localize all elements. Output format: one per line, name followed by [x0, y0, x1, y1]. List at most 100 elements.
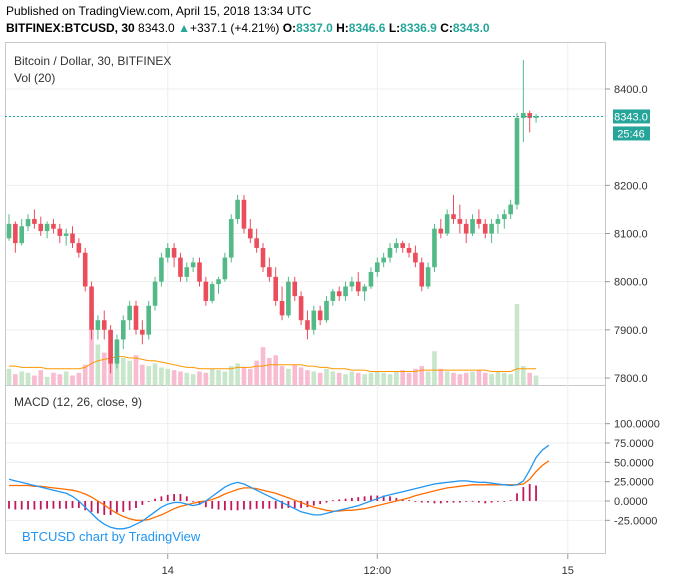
time-tick-label: 15 — [562, 565, 574, 577]
candle — [413, 245, 418, 268]
candle — [495, 214, 501, 234]
price-tick-label: 7900.0 — [614, 325, 648, 337]
histogram-bar — [306, 501, 309, 508]
volume-bar — [502, 372, 507, 385]
histogram-bar — [293, 501, 296, 508]
candle — [355, 272, 361, 297]
candle-body — [140, 329, 145, 335]
candle-body — [476, 219, 482, 224]
candle-body — [406, 247, 412, 253]
candle — [311, 305, 317, 335]
candle-body — [127, 305, 132, 321]
candle — [57, 223, 63, 244]
histogram-bar — [128, 501, 131, 511]
candle-body — [444, 214, 450, 234]
histogram-bar — [357, 497, 360, 501]
candle — [108, 325, 113, 374]
volume-bar — [127, 360, 132, 385]
candle-body — [514, 117, 520, 205]
volume-bar — [432, 351, 437, 385]
histogram-bar — [103, 501, 106, 515]
volume-bar — [489, 374, 494, 385]
histogram-bar — [503, 501, 506, 502]
candle-body — [298, 296, 304, 321]
candle-body — [521, 113, 526, 118]
histogram-bar — [363, 496, 366, 501]
volume-bar — [463, 372, 469, 385]
candle — [203, 276, 209, 306]
histogram-bar — [84, 501, 87, 511]
macd-tick-label: 50.0000 — [614, 457, 654, 469]
candle — [438, 219, 444, 239]
histogram-bar — [39, 501, 42, 510]
candle — [13, 221, 18, 253]
volume-bar — [241, 367, 247, 385]
candle-body — [203, 281, 209, 301]
volume-bar — [13, 374, 18, 385]
candle — [152, 276, 158, 311]
candle — [457, 204, 463, 234]
vertical-grid — [167, 43, 569, 553]
candle — [514, 113, 520, 210]
candle-body — [375, 262, 380, 273]
candle-body — [317, 310, 323, 321]
candle — [32, 209, 37, 229]
volume-bar — [343, 374, 348, 385]
candle — [241, 194, 247, 234]
candle-body — [197, 262, 202, 282]
histogram-bar — [338, 499, 341, 501]
histogram-bar — [217, 501, 220, 510]
macd-histogram — [8, 483, 537, 515]
candle-body — [273, 276, 278, 301]
candle — [362, 284, 367, 301]
volume-bar — [171, 370, 177, 385]
histogram-bar — [452, 501, 455, 503]
candle — [317, 305, 323, 326]
volume-bar — [336, 372, 342, 385]
volume-bar — [51, 372, 56, 385]
volume-bar — [425, 371, 431, 385]
candle-body — [324, 300, 329, 321]
histogram-bar — [230, 501, 233, 511]
histogram-bar — [211, 501, 214, 509]
price-tick-label: 8000.0 — [614, 277, 648, 289]
volume-bar — [508, 374, 513, 385]
candle — [140, 320, 145, 345]
candle-body — [63, 233, 69, 236]
histogram-bar — [198, 501, 201, 505]
candle-body — [508, 204, 513, 215]
candle — [279, 286, 285, 321]
candle — [82, 247, 88, 292]
candle — [127, 300, 132, 330]
price-tick-label: 8200.0 — [614, 180, 648, 192]
symbol-quote-line: BITFINEX:BTCUSD, 30 8343.0 ▲+337.1 (+4.2… — [6, 21, 490, 35]
volume-bar — [184, 372, 190, 385]
candle — [222, 252, 228, 282]
candle — [336, 286, 342, 301]
volume-bar — [387, 374, 393, 385]
watermark: BTCUSD chart by TradingView — [22, 529, 201, 544]
candle — [159, 252, 164, 287]
candle — [197, 257, 202, 287]
candle — [419, 257, 425, 292]
candle — [184, 262, 190, 282]
volume-bar — [209, 368, 215, 385]
candle-body — [114, 339, 120, 364]
volume-bar — [368, 372, 374, 385]
volume-bar — [190, 374, 196, 385]
candle-body — [349, 281, 355, 287]
candle-body — [32, 219, 37, 224]
candle-body — [19, 226, 24, 244]
last-price-tag: 8343.0 25:46 — [613, 109, 650, 141]
histogram-bar — [528, 483, 531, 501]
histogram-bar — [471, 501, 474, 502]
candle-body — [457, 219, 463, 224]
candle-body — [463, 223, 469, 234]
candle-body — [209, 284, 215, 301]
volume-bar — [279, 366, 285, 385]
candle — [533, 114, 539, 123]
histogram-bar — [287, 501, 290, 508]
published-line: Published on TradingView.com, April 15, … — [6, 4, 312, 18]
candle — [425, 262, 431, 289]
